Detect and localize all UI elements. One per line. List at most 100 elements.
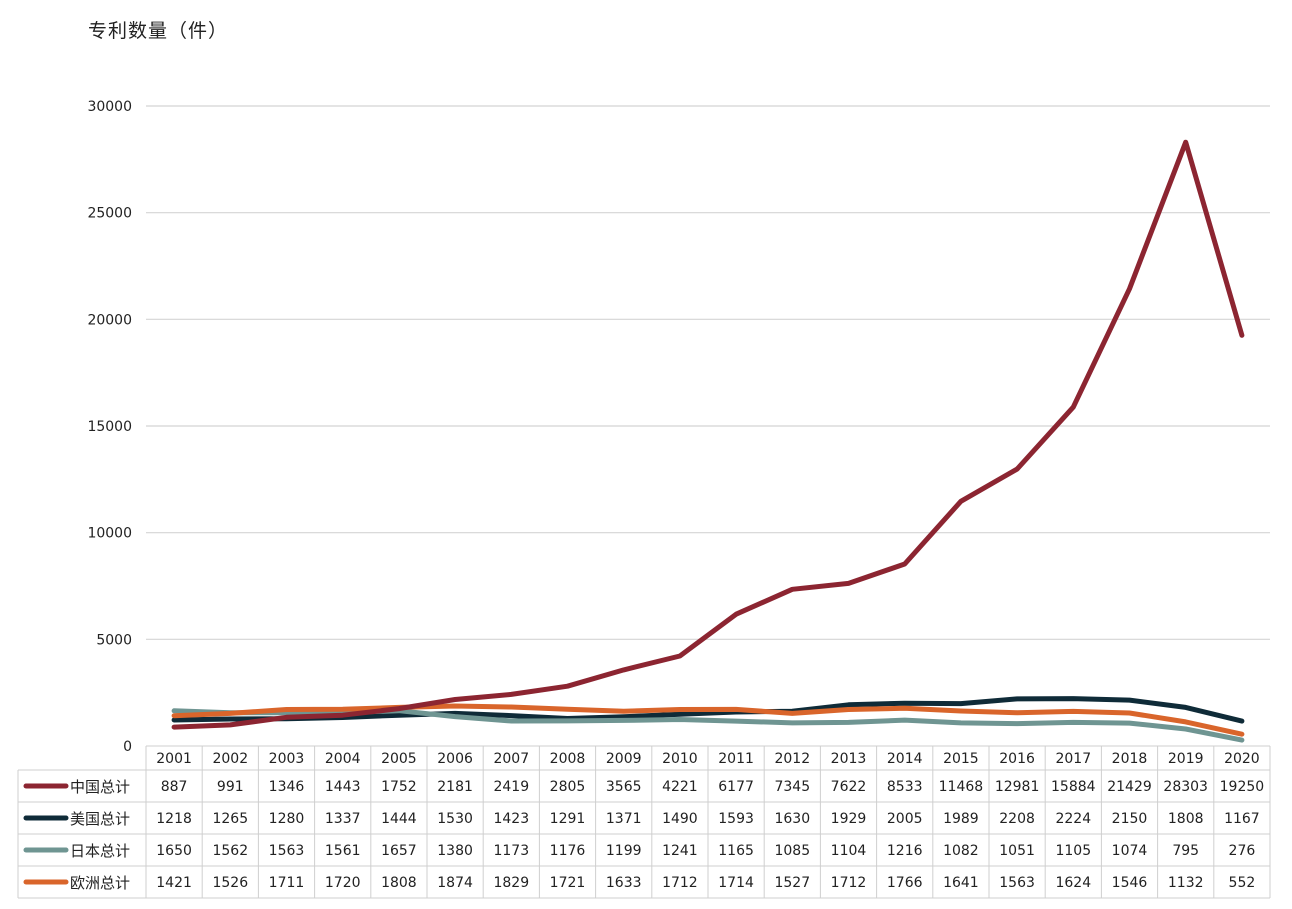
- x-tick-label: 2014: [887, 751, 923, 767]
- data-label: 1527: [774, 875, 810, 891]
- data-label: 15884: [1051, 779, 1096, 795]
- data-label: 1241: [662, 843, 698, 859]
- x-tick-label: 2002: [212, 751, 248, 767]
- data-label: 7345: [774, 779, 810, 795]
- data-label: 1808: [381, 875, 417, 891]
- data-label: 6177: [718, 779, 754, 795]
- data-label: 1265: [212, 811, 248, 827]
- data-label: 1650: [156, 843, 192, 859]
- data-label: 1563: [999, 875, 1035, 891]
- data-label: 1561: [325, 843, 361, 859]
- data-label: 1104: [831, 843, 867, 859]
- data-label: 1752: [381, 779, 417, 795]
- legend-label: 欧洲总计: [70, 874, 130, 892]
- data-label: 1562: [212, 843, 248, 859]
- data-label: 795: [1172, 843, 1199, 859]
- data-label: 7622: [831, 779, 867, 795]
- y-tick-label: 15000: [87, 419, 132, 435]
- data-label: 4221: [662, 779, 698, 795]
- data-label: 1630: [774, 811, 810, 827]
- x-tick-label: 2020: [1224, 751, 1260, 767]
- data-label: 28303: [1163, 779, 1208, 795]
- data-label: 1490: [662, 811, 698, 827]
- data-label: 1808: [1168, 811, 1204, 827]
- data-label: 1721: [550, 875, 586, 891]
- data-label: 2208: [999, 811, 1035, 827]
- data-label: 1711: [269, 875, 305, 891]
- data-label: 1132: [1168, 875, 1204, 891]
- x-tick-label: 2019: [1168, 751, 1204, 767]
- data-label: 8533: [887, 779, 923, 795]
- data-label: 1074: [1112, 843, 1148, 859]
- data-label: 11468: [939, 779, 984, 795]
- data-label: 276: [1229, 843, 1256, 859]
- data-label: 19250: [1220, 779, 1265, 795]
- x-tick-label: 2006: [437, 751, 473, 767]
- data-label: 21429: [1107, 779, 1152, 795]
- data-label: 2419: [493, 779, 529, 795]
- y-axis-label: 专利数量（件）: [88, 20, 229, 42]
- data-label: 1720: [325, 875, 361, 891]
- data-label: 1829: [493, 875, 529, 891]
- data-label: 1526: [212, 875, 248, 891]
- data-label: 1421: [156, 875, 192, 891]
- y-tick-label: 0: [123, 739, 132, 755]
- data-label: 1371: [606, 811, 642, 827]
- data-label: 1766: [887, 875, 923, 891]
- x-tick-label: 2016: [999, 751, 1035, 767]
- data-label: 1216: [887, 843, 923, 859]
- data-label: 1874: [437, 875, 473, 891]
- data-label: 1712: [831, 875, 867, 891]
- x-tick-label: 2013: [831, 751, 867, 767]
- data-label: 1444: [381, 811, 417, 827]
- data-table: 2001 2002 2003 2004 2005 2006 2007 2008 2009 2010…: [17, 745, 1271, 899]
- y-tick-label: 20000: [87, 312, 132, 328]
- data-label: 1380: [437, 843, 473, 859]
- data-label: 1989: [943, 811, 979, 827]
- data-label: 1173: [493, 843, 529, 859]
- data-label: 1105: [1055, 843, 1091, 859]
- data-label: 1593: [718, 811, 754, 827]
- y-tick-label: 25000: [87, 206, 132, 222]
- data-label: 1337: [325, 811, 361, 827]
- data-label: 1657: [381, 843, 417, 859]
- series-line-1: [171, 139, 1245, 730]
- y-tick-label: 10000: [87, 526, 132, 542]
- data-label: 991: [217, 779, 244, 795]
- data-label: 3565: [606, 779, 642, 795]
- series-line-4: [171, 703, 1245, 737]
- x-tick-label: 2001: [156, 751, 192, 767]
- data-label: 1423: [493, 811, 529, 827]
- legend-label: 美国总计: [70, 810, 130, 828]
- y-tick-labels: 0 5000 10000 15000 20000 25000 30000: [87, 99, 132, 755]
- x-tick-label: 2011: [718, 751, 754, 767]
- data-label: 1165: [718, 843, 754, 859]
- x-tick-label: 2012: [774, 751, 810, 767]
- x-tick-label: 2010: [662, 751, 698, 767]
- x-tick-label: 2003: [269, 751, 305, 767]
- data-label: 1176: [550, 843, 586, 859]
- data-label: 1530: [437, 811, 473, 827]
- x-tick-label: 2004: [325, 751, 361, 767]
- series-line-2: [171, 696, 1245, 724]
- data-label: 1346: [269, 779, 305, 795]
- data-label: 1633: [606, 875, 642, 891]
- data-label: 1280: [269, 811, 305, 827]
- y-tick-label: 5000: [96, 632, 132, 648]
- data-label: 2805: [550, 779, 586, 795]
- data-label: 1199: [606, 843, 642, 859]
- data-label: 1051: [999, 843, 1035, 859]
- data-label: 1167: [1224, 811, 1260, 827]
- x-tick-label: 2015: [943, 751, 979, 767]
- x-tick-label: 2007: [493, 751, 529, 767]
- data-label: 2005: [887, 811, 923, 827]
- data-label: 1291: [550, 811, 586, 827]
- x-tick-label: 2008: [550, 751, 586, 767]
- legend-label: 日本总计: [70, 842, 130, 860]
- data-label: 887: [161, 779, 188, 795]
- data-label: 2150: [1112, 811, 1148, 827]
- series-lines: [171, 139, 1245, 743]
- y-tick-label: 30000: [87, 99, 132, 115]
- data-label: 12981: [995, 779, 1040, 795]
